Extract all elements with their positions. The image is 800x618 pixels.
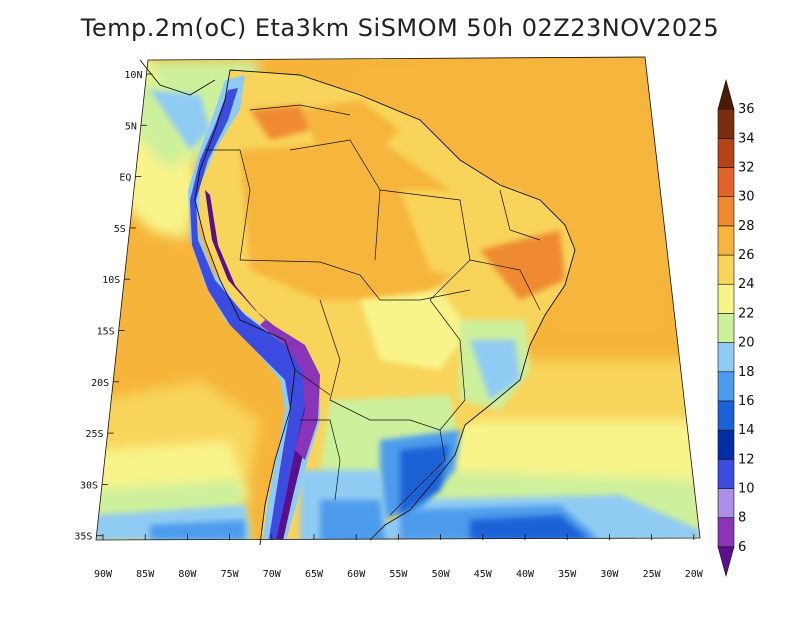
map-title: Temp.2m(oC) Eta3km SiSMOM 50h 02Z23NOV20… <box>80 14 720 42</box>
colorbar-swatch <box>717 488 735 518</box>
colorbar-swatch <box>717 167 735 198</box>
colorbar-label: 22 <box>738 306 755 321</box>
lon-tick-label: 65W <box>305 569 324 580</box>
lon-tick-label: 30W <box>600 569 619 580</box>
longitude-axis: 90W 85W 80W 75W 70W 65W 60W 55W 50W 45W 40W 35W 30W 2… <box>94 534 704 580</box>
lon-tick-label: 60W <box>347 569 366 580</box>
lat-tick-label: 30S <box>80 480 98 491</box>
state-borders <box>205 104 541 516</box>
colorbar-label: 30 <box>738 190 755 205</box>
domain-outline <box>95 56 701 541</box>
lat-tick-label: EQ <box>119 173 131 184</box>
colorbar-swatch <box>717 546 735 578</box>
colorbar-swatch <box>717 283 735 314</box>
lon-tick-label: 35W <box>558 569 577 580</box>
lon-tick-label: 75W <box>221 569 240 580</box>
lon-tick-label: 25W <box>643 569 662 580</box>
coastlines <box>139 59 576 546</box>
lon-tick-label: 40W <box>516 569 535 580</box>
colorbar-swatch <box>717 429 735 460</box>
colorbar-label: 14 <box>738 423 755 438</box>
lon-tick-label: 55W <box>389 569 408 580</box>
lat-tick-label: 35S <box>74 532 92 543</box>
lon-tick-label: 20W <box>685 569 704 580</box>
colorbar-label: 34 <box>738 131 755 146</box>
colorbar-label: 24 <box>738 277 755 292</box>
colorbar-swatch <box>717 458 735 489</box>
colorbar-label: 32 <box>738 161 755 176</box>
lon-tick-label: 50W <box>432 569 451 580</box>
colorbar-label: 18 <box>738 365 755 380</box>
lon-tick-label: 80W <box>178 569 197 580</box>
colorbar-legend: 6 8 10 12 14 16 18 20 22 24 26 28 30 32 34 36 <box>717 78 755 578</box>
colorbar-label: 10 <box>738 481 755 496</box>
colorbar-swatch <box>717 108 735 139</box>
colorbar-swatch <box>717 313 735 343</box>
colorbar-label: 26 <box>738 248 755 263</box>
lon-tick-label: 90W <box>94 569 113 580</box>
lat-tick-label: 20S <box>91 378 109 389</box>
lon-tick-label: 85W <box>136 569 155 580</box>
lon-tick-label: 45W <box>474 569 493 580</box>
colorbar-label: 28 <box>738 219 755 234</box>
colorbar-label: 8 <box>738 511 746 526</box>
colorbar-label: 16 <box>738 394 755 409</box>
colorbar-swatch <box>717 371 735 402</box>
temperature-field <box>96 57 700 540</box>
colorbar-swatch <box>717 138 735 168</box>
colorbar-label: 12 <box>738 452 755 467</box>
colorbar-swatch <box>717 342 735 373</box>
lat-tick-label: 15S <box>97 327 115 338</box>
lat-tick-label: 5N <box>125 121 137 132</box>
colorbar-swatch <box>717 517 735 548</box>
lat-tick-label: 5S <box>114 224 126 235</box>
colorbar-swatch <box>717 196 735 227</box>
latitude-axis: 10N 5N EQ 5S 10S 15S 20S 25S 30S 35S <box>74 70 153 543</box>
lon-tick-label: 70W <box>263 569 282 580</box>
colorbar-swatch <box>717 254 735 285</box>
lat-tick-label: 10N <box>124 70 142 81</box>
colorbar-label: 36 <box>738 102 755 117</box>
colorbar-swatch <box>717 225 735 256</box>
lat-tick-label: 10S <box>102 275 120 286</box>
colorbar-label: 20 <box>738 336 755 351</box>
colorbar-swatch <box>717 78 735 110</box>
lat-tick-label: 25S <box>86 429 104 440</box>
colorbar-swatch <box>717 400 735 431</box>
colorbar-label: 6 <box>738 540 746 555</box>
